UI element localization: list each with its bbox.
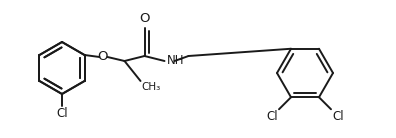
Text: NH: NH (166, 54, 184, 67)
Text: Cl: Cl (56, 107, 68, 120)
Text: Cl: Cl (332, 110, 344, 123)
Text: O: O (97, 51, 108, 63)
Text: Cl: Cl (267, 110, 278, 123)
Text: O: O (139, 12, 150, 25)
Text: CH₃: CH₃ (141, 82, 161, 92)
